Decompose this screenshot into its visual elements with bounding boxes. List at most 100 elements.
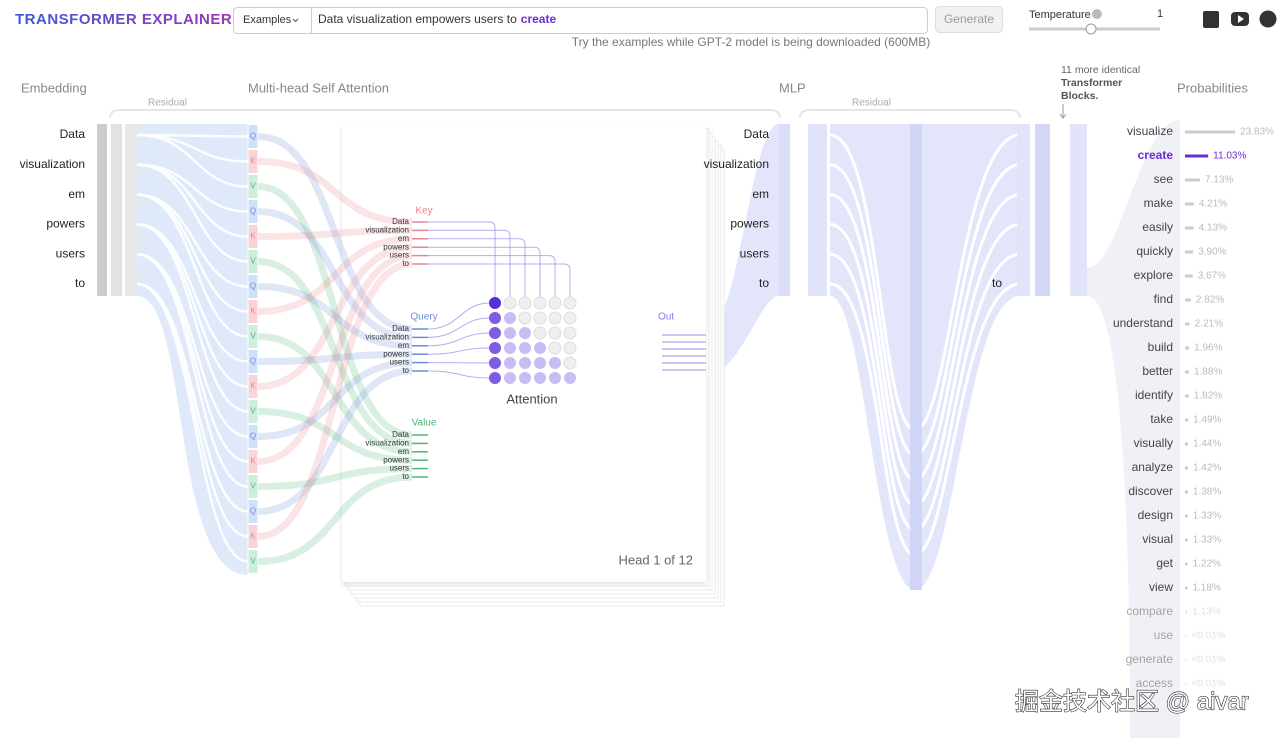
qkv-cell bbox=[247, 474, 259, 499]
section-title: Multi-head Self Attention bbox=[248, 80, 389, 95]
qkv-flow bbox=[257, 465, 413, 490]
attention-cell bbox=[519, 372, 531, 384]
pdf-icon[interactable] bbox=[1203, 11, 1219, 28]
qkv-flow bbox=[257, 243, 413, 390]
prob-token: quickly bbox=[1136, 244, 1173, 258]
prob-label: 4.21% bbox=[1199, 199, 1227, 210]
attention-cell bbox=[489, 297, 501, 309]
residual-label: Residual bbox=[148, 98, 187, 109]
prob-label: 1.13% bbox=[1192, 607, 1220, 618]
mlp-column bbox=[910, 124, 922, 590]
logo[interactable]: TRANSFORMER EXPLAINER bbox=[15, 11, 232, 28]
attention-cell bbox=[563, 296, 577, 310]
prob-bar bbox=[1185, 610, 1188, 614]
blocks-note: Blocks. bbox=[1061, 90, 1098, 102]
attention-cell bbox=[564, 372, 576, 384]
prob-bar bbox=[1185, 418, 1189, 422]
token-split bbox=[136, 252, 249, 488]
youtube-play bbox=[1238, 15, 1244, 23]
qkv-letter: V bbox=[250, 332, 256, 341]
prob-token: visual bbox=[1142, 532, 1173, 546]
vector-token: visualization bbox=[365, 439, 409, 448]
vector-token: to bbox=[402, 259, 409, 268]
prob-token: design bbox=[1138, 508, 1173, 522]
query-line bbox=[427, 317, 491, 338]
prob-token: visually bbox=[1134, 436, 1173, 450]
qkv-letter: V bbox=[250, 407, 256, 416]
mlp-token: em bbox=[752, 187, 769, 201]
prob-token: build bbox=[1148, 340, 1173, 354]
attention-cell bbox=[489, 372, 501, 384]
prob-bar bbox=[1185, 466, 1188, 470]
watermark: 掘金技术社区 @ aivar bbox=[1015, 688, 1249, 715]
slider-knob[interactable] bbox=[1085, 23, 1097, 35]
logit-flow bbox=[1087, 120, 1180, 738]
vector-token: visualization bbox=[365, 226, 409, 235]
prob-label: 2.82% bbox=[1196, 295, 1224, 306]
key-line bbox=[428, 263, 571, 303]
prob-token: create bbox=[1138, 148, 1174, 162]
prob-token: visualize bbox=[1127, 124, 1173, 138]
mlp-token: powers bbox=[730, 217, 769, 231]
qkv-letter: K bbox=[250, 532, 256, 541]
prob-label: 1.82% bbox=[1194, 391, 1222, 402]
token-split bbox=[136, 133, 249, 188]
prompt-input[interactable]: Data visualization empowers users to crea… bbox=[318, 12, 556, 26]
prob-label: 23.83% bbox=[1240, 127, 1274, 138]
prob-token: find bbox=[1154, 292, 1173, 306]
qkv-letter: K bbox=[250, 157, 256, 166]
attention-cell bbox=[563, 356, 577, 370]
prob-bar bbox=[1185, 250, 1194, 254]
qkv-cell bbox=[247, 449, 259, 474]
last-token: to bbox=[992, 276, 1002, 290]
blocks-arrow bbox=[1059, 104, 1067, 119]
attention-cell bbox=[549, 372, 561, 384]
prob-token: understand bbox=[1113, 316, 1173, 330]
dropdown-caret bbox=[292, 18, 299, 23]
prob-label: 7.13% bbox=[1205, 175, 1233, 186]
attention-cell bbox=[548, 311, 562, 325]
attention-cell bbox=[533, 326, 547, 340]
prob-bar bbox=[1185, 514, 1188, 518]
qkv-cell bbox=[247, 299, 259, 324]
qkv-cell bbox=[247, 374, 259, 399]
qkv-flow bbox=[257, 258, 413, 447]
github-icon[interactable] bbox=[1259, 10, 1277, 28]
query-line bbox=[427, 302, 491, 330]
examples-dropdown[interactable]: Examples bbox=[243, 14, 292, 26]
token-split bbox=[136, 282, 249, 563]
attention-cell bbox=[548, 296, 562, 310]
qkv-letter: Q bbox=[250, 357, 256, 366]
attention-cell bbox=[534, 342, 546, 354]
qkv-letter: K bbox=[250, 232, 256, 241]
head-label: Head 1 of 12 bbox=[619, 552, 693, 567]
qkv-flow bbox=[257, 359, 413, 440]
attention-cell bbox=[504, 357, 516, 369]
info-icon[interactable] bbox=[1092, 9, 1102, 19]
embedding-column bbox=[125, 124, 137, 296]
prob-bar bbox=[1185, 370, 1189, 374]
qkv-cell bbox=[247, 424, 259, 449]
attention-title: Attention bbox=[506, 391, 557, 406]
prob-label: 3.90% bbox=[1198, 247, 1226, 258]
prob-label: 4.13% bbox=[1199, 223, 1227, 234]
prob-token: discover bbox=[1128, 484, 1173, 498]
generate-button[interactable] bbox=[935, 6, 1003, 33]
prompt-prediction: create bbox=[521, 12, 557, 26]
vector-token: powers bbox=[383, 242, 409, 251]
attention-cell bbox=[519, 342, 531, 354]
attention-cell bbox=[533, 296, 547, 310]
prob-bar bbox=[1185, 442, 1189, 446]
qkv-cell bbox=[247, 324, 259, 349]
mlp-column bbox=[1070, 124, 1087, 296]
qkv-cell bbox=[247, 199, 259, 224]
qkv-cell bbox=[247, 274, 259, 299]
qkv-flow bbox=[257, 226, 413, 240]
qkv-letter: V bbox=[250, 557, 256, 566]
prob-token: use bbox=[1154, 628, 1174, 642]
token: em bbox=[68, 187, 85, 201]
vector-token: powers bbox=[383, 349, 409, 358]
prob-bar bbox=[1185, 682, 1187, 686]
prob-bar bbox=[1185, 226, 1194, 230]
